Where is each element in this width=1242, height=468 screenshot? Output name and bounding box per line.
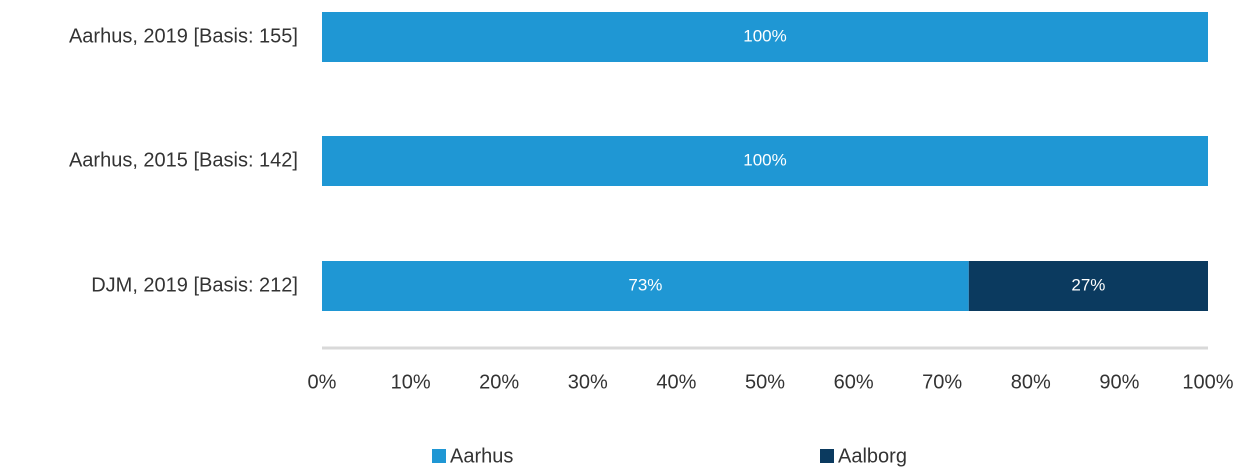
y-tick-label: Aarhus, 2015 [Basis: 142] bbox=[69, 149, 298, 171]
bar-segment bbox=[968, 261, 1208, 311]
x-tick-label: 40% bbox=[656, 371, 696, 393]
x-tick-label: 10% bbox=[391, 371, 431, 393]
bar-segment bbox=[322, 136, 1208, 186]
legend-swatch bbox=[820, 449, 834, 463]
legend-label: Aarhus bbox=[450, 445, 513, 467]
x-tick-label: 20% bbox=[479, 371, 519, 393]
legend-swatch bbox=[432, 449, 446, 463]
x-tick-label: 0% bbox=[308, 371, 337, 393]
x-tick-label: 30% bbox=[568, 371, 608, 393]
x-tick-label: 70% bbox=[922, 371, 962, 393]
legend-label: Aalborg bbox=[838, 445, 907, 467]
x-tick-label: 60% bbox=[834, 371, 874, 393]
data-label: 100% bbox=[743, 26, 786, 45]
x-tick-label: 100% bbox=[1182, 371, 1233, 393]
x-tick-label: 80% bbox=[1011, 371, 1051, 393]
data-label: 100% bbox=[743, 150, 786, 169]
x-tick-label: 50% bbox=[745, 371, 785, 393]
y-tick-label: Aarhus, 2019 [Basis: 155] bbox=[69, 25, 298, 47]
data-label: 73% bbox=[628, 275, 662, 294]
y-tick-label: DJM, 2019 [Basis: 212] bbox=[91, 274, 298, 296]
bar-segment bbox=[322, 12, 1208, 62]
bar-segment bbox=[322, 261, 969, 311]
data-label: 27% bbox=[1071, 275, 1105, 294]
x-tick-label: 90% bbox=[1099, 371, 1139, 393]
